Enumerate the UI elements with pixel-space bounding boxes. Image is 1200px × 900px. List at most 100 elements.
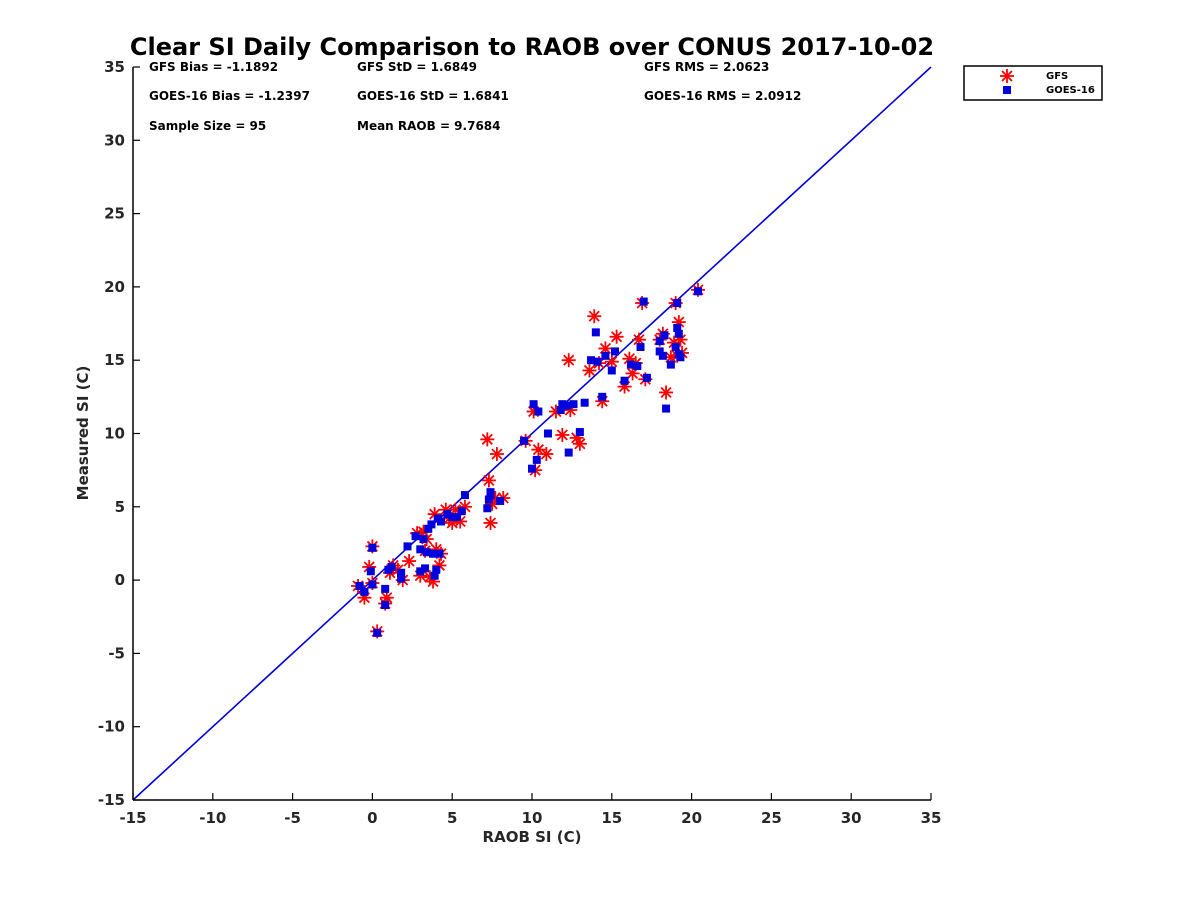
stat-sample-size: Sample Size = 95 — [149, 119, 266, 133]
goes16-point — [520, 436, 529, 445]
stats-block: GFS Bias = -1.1892 GFS StD = 1.6849 GFS … — [149, 60, 801, 133]
goes16-point — [626, 360, 635, 369]
goes16-point — [424, 524, 433, 533]
goes16-point — [660, 331, 669, 340]
goes16-point — [430, 571, 439, 580]
goes16-point — [607, 366, 616, 375]
y-tick-label: 5 — [115, 498, 125, 516]
goes16-point — [460, 491, 469, 500]
gfs-point — [631, 332, 646, 347]
goes16-point — [674, 329, 683, 338]
goes16-point — [658, 351, 667, 360]
goes16-point — [416, 545, 425, 554]
goes16-point — [484, 495, 493, 504]
goes16-point — [373, 628, 382, 637]
series-gfs — [351, 282, 705, 639]
goes16-point — [564, 448, 573, 457]
series-goes-16 — [355, 287, 702, 637]
x-tick-label: 30 — [841, 809, 862, 827]
goes16-point — [598, 392, 607, 401]
goes16-point — [435, 549, 444, 558]
y-tick-label: 0 — [115, 571, 125, 589]
gfs-point — [539, 447, 554, 462]
stat-gfs-rms: GFS RMS = 2.0623 — [644, 60, 769, 74]
goes16-point — [610, 347, 619, 356]
goes16-point — [421, 564, 430, 573]
y-tick-label: 15 — [104, 351, 125, 369]
goes16-point — [580, 398, 589, 407]
goes16-point — [642, 373, 651, 382]
goes16-point — [355, 581, 364, 590]
goes16-point — [419, 535, 428, 544]
gfs-point — [572, 436, 587, 451]
y-axis-label: Measured SI (C) — [74, 366, 92, 501]
stat-goes-std: GOES-16 StD = 1.6841 — [357, 89, 509, 103]
stat-goes-bias: GOES-16 Bias = -1.2397 — [149, 89, 310, 103]
goes16-point — [601, 351, 610, 360]
goes16-point — [676, 353, 685, 362]
y-tick-label: -15 — [98, 791, 125, 809]
goes16-point — [569, 400, 578, 409]
stat-gfs-bias: GFS Bias = -1.1892 — [149, 60, 278, 74]
goes16-point — [633, 362, 642, 371]
goes16-point — [452, 513, 461, 522]
stat-mean-raob: Mean RAOB = 9.7684 — [357, 119, 501, 133]
y-tick-label: 35 — [104, 58, 125, 76]
goes16-point — [620, 376, 629, 385]
goes16-point — [591, 328, 600, 337]
legend-gfs-label: GFS — [1046, 71, 1068, 82]
gfs-point — [483, 515, 498, 530]
goes16-point — [427, 520, 436, 529]
x-tick-label: 5 — [447, 809, 457, 827]
x-tick-label: 20 — [681, 809, 702, 827]
goes16-point — [671, 343, 680, 352]
gfs-point — [561, 353, 576, 368]
goes16-point — [563, 401, 572, 410]
goes16-point — [457, 507, 466, 516]
y-tick-label: 30 — [104, 131, 125, 149]
goes16-point — [587, 356, 596, 365]
x-tick-label: 15 — [601, 809, 622, 827]
reference-line — [132, 66, 932, 801]
chart-title: Clear SI Daily Comparison to RAOB over C… — [130, 33, 934, 61]
goes16-point — [639, 297, 648, 306]
gfs-point — [480, 432, 495, 447]
goes16-point — [673, 323, 682, 332]
gfs-point — [587, 309, 602, 324]
goes16-point — [655, 347, 664, 356]
goes16-point — [448, 513, 457, 522]
goes16-point — [673, 299, 682, 308]
goes16-point — [429, 549, 438, 558]
goes16-point — [397, 568, 406, 577]
gfs-point — [582, 363, 597, 378]
gfs-point — [598, 341, 613, 356]
stat-gfs-std: GFS StD = 1.6849 — [357, 60, 477, 74]
gfs-point — [481, 473, 496, 488]
goes16-point — [437, 517, 446, 526]
goes16-point — [636, 343, 645, 352]
y-tick-label: 25 — [104, 205, 125, 223]
goes16-point — [496, 496, 505, 505]
goes16-point — [360, 587, 369, 596]
x-tick-label: 0 — [367, 809, 377, 827]
x-tick-label: 25 — [761, 809, 782, 827]
goes16-point — [575, 428, 584, 437]
goes16-point — [529, 400, 538, 409]
legend-goes-marker — [1003, 86, 1011, 94]
goes16-point — [655, 337, 664, 346]
legend: GFS GOES-16 — [963, 65, 1103, 101]
x-tick-label: -15 — [119, 809, 146, 827]
goes16-point — [483, 504, 492, 513]
goes16-point — [403, 542, 412, 551]
gfs-point — [402, 554, 417, 569]
x-axis-label: RAOB SI (C) — [483, 828, 582, 846]
goes16-point — [443, 510, 452, 519]
goes16-point — [662, 404, 671, 413]
goes16-point — [381, 601, 390, 610]
goes16-point — [534, 407, 543, 416]
legend-gfs-marker — [1000, 69, 1014, 83]
legend-box — [963, 65, 1103, 101]
goes16-point — [556, 406, 565, 415]
goes16-point — [381, 584, 390, 593]
